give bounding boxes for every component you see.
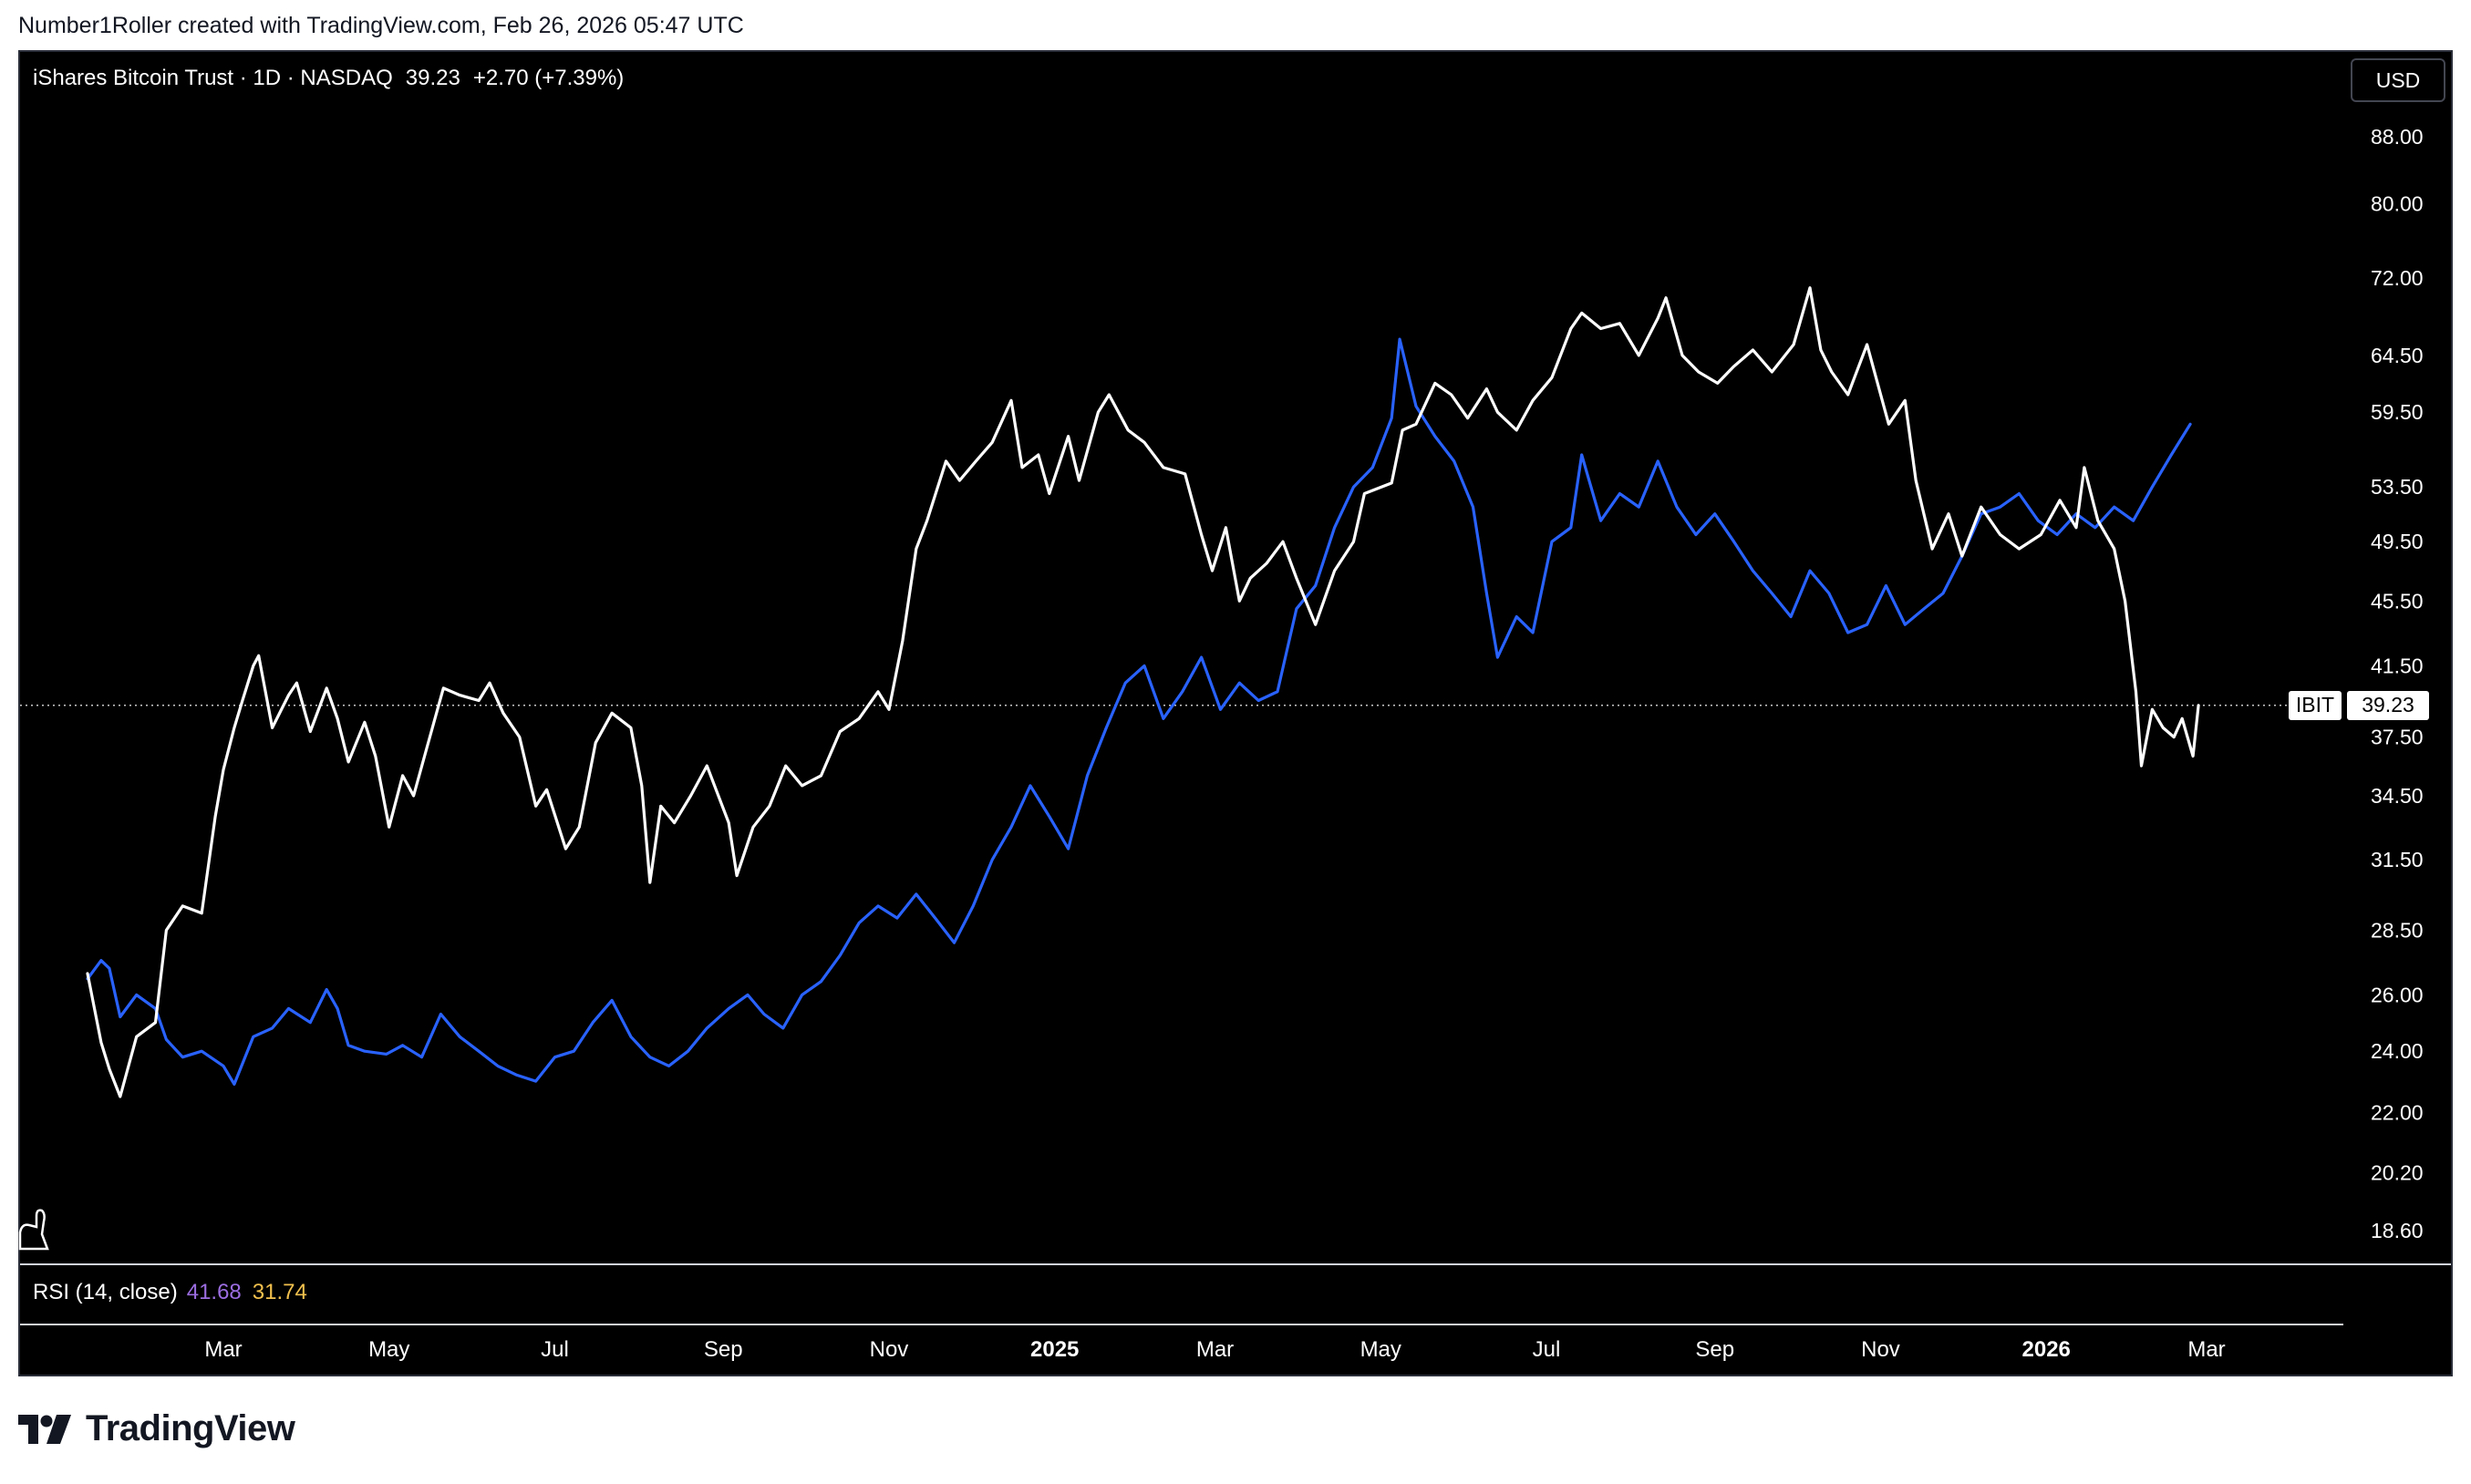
x-tick-label: Jul <box>1533 1337 1561 1362</box>
x-tick-label: Sep <box>1695 1337 1734 1362</box>
y-tick-label: 72.00 <box>2371 266 2424 290</box>
x-tick-label: Nov <box>870 1337 909 1362</box>
ticker-tag: IBIT <box>2289 690 2342 720</box>
tradingview-logo-icon <box>18 1414 71 1444</box>
x-tick-label: Jul <box>541 1337 569 1362</box>
x-tick-label: May <box>1360 1337 1401 1362</box>
x-tick-label: Mar <box>1196 1337 1234 1362</box>
y-tick-label: 37.50 <box>2371 726 2424 749</box>
y-tick-label: 45.50 <box>2371 589 2424 613</box>
y-tick-label: 31.50 <box>2371 848 2424 871</box>
tradingview-logo[interactable]: TradingView <box>18 1408 295 1449</box>
series-line-compare <box>86 337 2192 1086</box>
y-tick-label: 88.00 <box>2371 125 2424 149</box>
y-tick-label: 34.50 <box>2371 784 2424 808</box>
price-tag: 39.23 <box>2347 690 2429 720</box>
rsi-value: 41.68 <box>186 1280 242 1304</box>
y-tick-label: 26.00 <box>2371 983 2424 1006</box>
y-tick-label: 80.00 <box>2371 192 2424 216</box>
share-caption: Number1Roller created with TradingView.c… <box>18 13 744 38</box>
rsi-ma-value: 31.74 <box>252 1280 307 1304</box>
chart-frame[interactable] <box>18 50 2453 1376</box>
x-tick-label: 2026 <box>2022 1337 2071 1362</box>
y-tick-label: 18.60 <box>2371 1219 2424 1242</box>
price-change: +2.70 (+7.39%) <box>472 66 625 90</box>
tradingview-wordmark: TradingView <box>86 1408 295 1448</box>
symbol-title[interactable]: iShares Bitcoin Trust · 1D · NASDAQ <box>33 66 393 90</box>
x-tick-label: May <box>368 1337 409 1362</box>
series-line-ibit <box>86 286 2200 1098</box>
y-tick-label: 20.20 <box>2371 1160 2424 1184</box>
y-tick-label: 28.50 <box>2371 919 2424 943</box>
chart-logo-icon <box>18 1209 49 1251</box>
y-tick-label: 49.50 <box>2371 530 2424 553</box>
x-tick-label: Mar <box>204 1337 242 1362</box>
currency-button[interactable]: USD <box>2351 58 2445 102</box>
x-tick-label: 2025 <box>1030 1337 1079 1362</box>
x-tick-label: Sep <box>704 1337 743 1362</box>
rsi-label[interactable]: RSI (14, close) <box>33 1280 178 1304</box>
last-price: 39.23 <box>405 66 460 90</box>
y-tick-label: 53.50 <box>2371 475 2424 499</box>
x-tick-label: Nov <box>1861 1337 1900 1362</box>
symbol-legend: iShares Bitcoin Trust · 1D · NASDAQ 39.23… <box>33 66 636 91</box>
y-tick-label: 64.50 <box>2371 344 2424 367</box>
x-tick-label: Mar <box>2187 1337 2225 1362</box>
y-tick-label: 59.50 <box>2371 400 2424 424</box>
y-tick-label: 22.00 <box>2371 1100 2424 1124</box>
y-tick-label: 41.50 <box>2371 654 2424 677</box>
y-tick-label: 24.00 <box>2371 1039 2424 1063</box>
rsi-legend: RSI (14, close) 41.68 31.74 <box>33 1280 307 1305</box>
